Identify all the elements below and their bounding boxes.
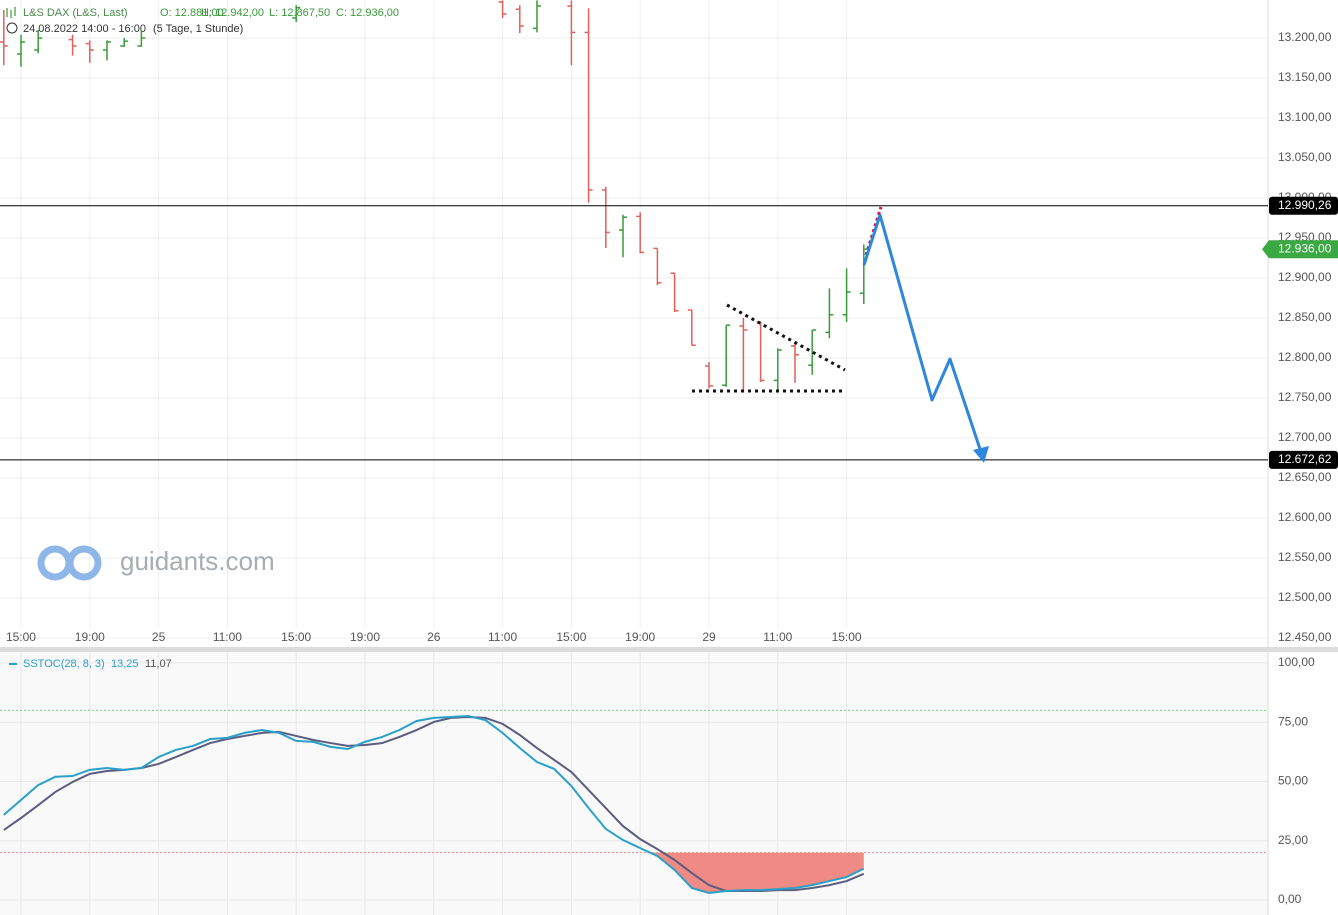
y-tick-label: 50,00 <box>1278 774 1308 788</box>
trend-line <box>726 303 846 372</box>
x-tick-label: 15:00 <box>281 630 311 644</box>
x-tick-label: 11:00 <box>488 630 517 644</box>
x-tick-label: 25 <box>152 630 166 644</box>
legend-value: 13,25 <box>111 658 139 670</box>
watermark-logo <box>37 545 102 581</box>
ohlc-label: O: 12.881,00 <box>160 7 224 19</box>
time-range: 24.08.2022 14:00 - 16:00 <box>23 23 146 35</box>
grid <box>0 0 1268 915</box>
y-tick-label: 13.100,00 <box>1278 110 1332 124</box>
ohlc-label: C: 12.936,00 <box>336 7 399 19</box>
stoch-line <box>3 715 865 893</box>
y-tick-label: 12.550,00 <box>1278 550 1332 564</box>
annotations <box>692 206 989 463</box>
y-tick-label: 100,00 <box>1278 655 1315 669</box>
stoch-panel-bg <box>0 652 1268 915</box>
y-tick-label: 0,00 <box>1278 892 1302 906</box>
y-tick-label: 13.150,00 <box>1278 70 1332 84</box>
instrument-title: L&S DAX (L&S, Last) <box>23 7 128 19</box>
legend-value: 11,07 <box>145 658 172 670</box>
x-tick-label: 15:00 <box>832 630 862 644</box>
x-tick-label: 15:00 <box>556 630 586 644</box>
x-tick-label: 29 <box>702 630 716 644</box>
x-tick-label: 15:00 <box>6 630 36 644</box>
x-tick-label: 19:00 <box>625 630 655 644</box>
y-tick-label: 25,00 <box>1278 833 1308 847</box>
clock-icon <box>6 22 18 34</box>
price-label-box <box>1269 196 1338 215</box>
y-tick-label: 13.050,00 <box>1278 150 1332 164</box>
last-price-box <box>1262 240 1338 259</box>
y-tick-label: 12.900,00 <box>1278 270 1332 284</box>
x-tick-label: 19:00 <box>75 630 105 644</box>
legend-swatch <box>9 663 17 665</box>
panel-separator <box>0 647 1338 652</box>
ohlc-label: L: 12.867,50 <box>269 7 330 19</box>
price-label: 12.672,62 <box>1278 452 1332 466</box>
y-tick-label: 12.600,00 <box>1278 510 1332 524</box>
ohlc-label: H: 12.942,00 <box>201 7 264 19</box>
y-tick-label: 75,00 <box>1278 714 1308 728</box>
y-tick-label: 12.650,00 <box>1278 470 1332 484</box>
last-price-label: 12.936,00 <box>1278 241 1332 255</box>
y-tick-label: 12.800,00 <box>1278 350 1332 364</box>
header-icon <box>6 7 16 18</box>
x-tick-label: 11:00 <box>213 630 242 644</box>
x-tick-label: 11:00 <box>763 630 792 644</box>
watermark: guidants.com <box>120 546 275 576</box>
price-label: 12.990,26 <box>1278 198 1332 212</box>
price-label-box <box>1269 450 1338 469</box>
y-tick-label: 12.450,00 <box>1278 630 1332 644</box>
forecast-path <box>862 213 983 453</box>
x-tick-label: 26 <box>427 630 441 644</box>
indicator-title: SSTOC(28, 8, 3) <box>23 658 105 670</box>
y-tick-label: 12.500,00 <box>1278 590 1332 604</box>
stoch-line <box>3 715 865 894</box>
interval: (5 Tage, 1 Stunde) <box>153 23 243 35</box>
y-tick-label: 13.200,00 <box>1278 30 1332 44</box>
forecast-arrowhead <box>973 446 989 463</box>
x-tick-label: 19:00 <box>350 630 380 644</box>
y-tick-label: 12.750,00 <box>1278 390 1332 404</box>
y-tick-label: 12.700,00 <box>1278 430 1332 444</box>
y-tick-label: 12.850,00 <box>1278 310 1332 324</box>
